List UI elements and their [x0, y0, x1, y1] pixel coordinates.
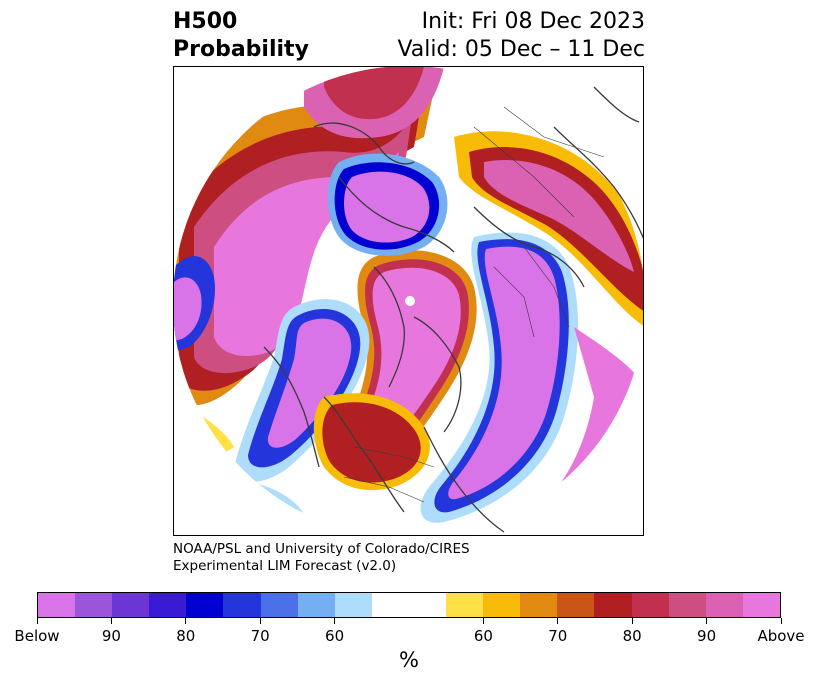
probability-field	[174, 67, 643, 535]
credit-line-1: NOAA/PSL and University of Colorado/CIRE…	[173, 541, 470, 557]
colorbar-tick-label: 90	[101, 627, 121, 645]
colorbar-swatch	[149, 593, 187, 617]
polar-map-svg	[174, 67, 643, 535]
colorbar-swatch	[334, 593, 372, 617]
colorbar-swatch	[594, 593, 632, 617]
colorbar-swatch	[408, 593, 447, 617]
colorbar-swatch	[371, 593, 409, 617]
colorbar-swatch	[38, 593, 76, 617]
colorbar-swatch	[631, 593, 669, 617]
colorbar-tick	[185, 618, 187, 624]
colorbar-swatch	[297, 593, 335, 617]
colorbar-swatch	[112, 593, 150, 617]
colorbar-tick	[482, 618, 484, 624]
colorbar-tick-label: 60	[473, 627, 493, 645]
map-title: H500 Probability	[173, 8, 309, 64]
colorbar-swatch	[446, 593, 484, 617]
colorbar-unit: %	[399, 648, 419, 672]
colorbar-tick-label: 80	[176, 627, 196, 645]
colorbar-swatch	[223, 593, 261, 617]
colorbar-tick-label: 90	[697, 627, 717, 645]
borders	[343, 106, 605, 503]
title-field: Probability	[173, 37, 309, 62]
credit-line-2: Experimental LIM Forecast (v2.0)	[173, 558, 397, 574]
colorbar-tick	[110, 618, 112, 624]
colorbar-tick-label: 70	[548, 627, 568, 645]
colorbar-swatch	[742, 593, 780, 617]
colorbar-swatch	[705, 593, 743, 617]
colorbar-tick	[259, 618, 261, 624]
credit-text: NOAA/PSL and University of Colorado/CIRE…	[173, 541, 470, 575]
colorbar-tick	[36, 618, 38, 624]
colorbar-swatch	[668, 593, 706, 617]
colorbar-swatch	[260, 593, 298, 617]
colorbar-swatch	[75, 593, 113, 617]
colorbar-tick	[334, 618, 336, 624]
colorbar-tick-label: 80	[622, 627, 642, 645]
colorbar-tick-label: 70	[250, 627, 270, 645]
colorbar	[37, 592, 781, 618]
colorbar-tick	[631, 618, 633, 624]
title-variable: H500	[173, 9, 238, 34]
colorbar-tick	[780, 618, 782, 624]
coastlines	[263, 86, 643, 533]
colorbar-swatch	[186, 593, 224, 617]
colorbar-tick	[706, 618, 708, 624]
colorbar-tick-label: 60	[325, 627, 345, 645]
forecast-map	[173, 66, 644, 536]
colorbar-swatch	[483, 593, 521, 617]
colorbar-swatch	[557, 593, 595, 617]
colorbar-tick	[557, 618, 559, 624]
init-date: Init: Fri 08 Dec 2023	[421, 9, 645, 34]
map-dates: Init: Fri 08 Dec 2023 Valid: 05 Dec – 11…	[397, 8, 645, 64]
colorbar-tick-label: Below	[14, 627, 60, 645]
colorbar-tick-label: Above	[757, 627, 805, 645]
valid-range: Valid: 05 Dec – 11 Dec	[397, 37, 645, 62]
colorbar-swatch	[520, 593, 558, 617]
